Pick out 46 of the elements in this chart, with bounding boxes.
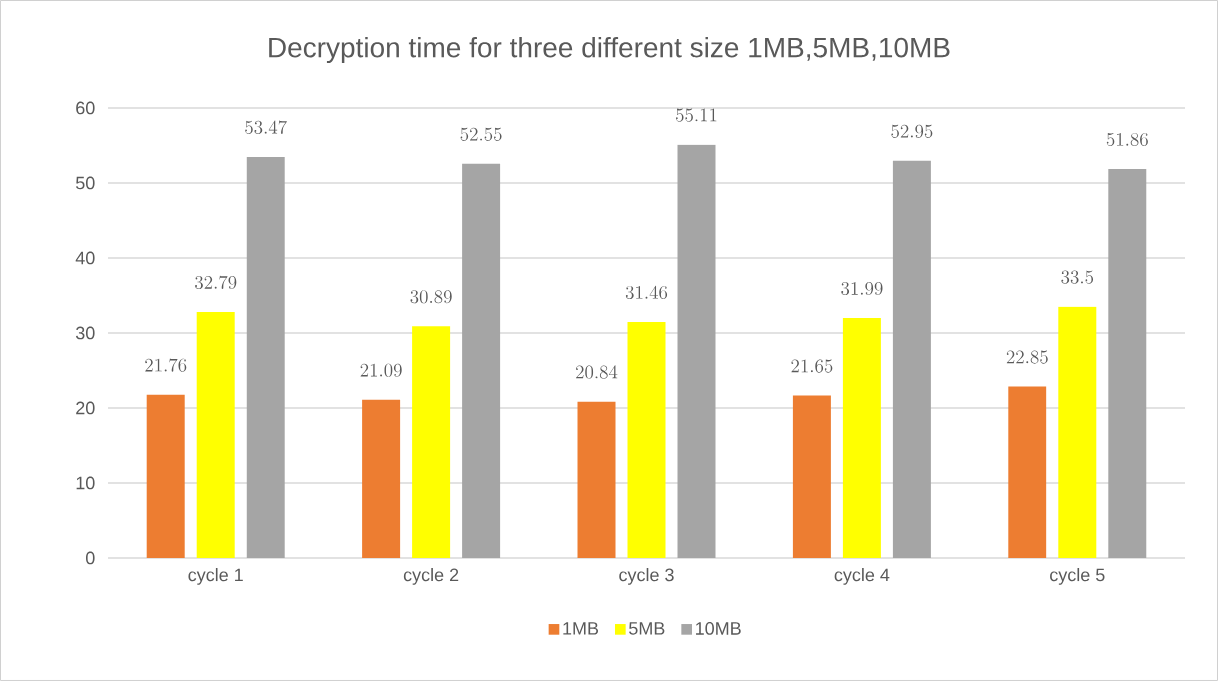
bar — [462, 163, 501, 558]
data-label: 31 .99 — [841, 281, 883, 296]
legend-label: 5MB — [629, 622, 665, 635]
y-tick-label: 60 — [76, 101, 95, 115]
data-label: 21 .76 — [145, 358, 187, 372]
data-label: 32.79 — [195, 275, 237, 290]
data-label: 21 .09 — [360, 363, 402, 377]
data-label: 52.55 — [460, 127, 502, 141]
bar — [627, 322, 666, 558]
bar — [146, 394, 185, 558]
data-label: 33.5 — [1061, 270, 1094, 284]
bar — [196, 312, 235, 558]
x-tick-label: cycle 3 — [619, 568, 674, 585]
y-tick-label: 20 — [76, 401, 95, 415]
data-label: 52.95 — [891, 124, 933, 138]
data-label: 20.84 — [576, 365, 618, 379]
bar — [1008, 386, 1047, 558]
bar — [1108, 169, 1147, 558]
data-label: 31 .46 — [625, 285, 668, 300]
bar — [362, 399, 401, 558]
y-tick-label: 10 — [76, 476, 95, 490]
bar — [577, 401, 616, 558]
data-label: 55. 11 — [676, 108, 717, 122]
x-tick-label: cycle 4 — [834, 568, 890, 585]
bar — [892, 160, 931, 558]
y-tick-label: 30 — [75, 326, 95, 340]
chart-title: Decryption time for three different size 1MB,5MB,10MB — [269, 36, 950, 64]
x-tick-label: cycle 2 — [403, 568, 459, 585]
bar — [246, 156, 285, 558]
data-label: 22.85 — [1006, 350, 1048, 364]
bar — [1058, 306, 1097, 558]
legend-label: 1MB — [563, 622, 599, 635]
bar — [677, 144, 716, 558]
y-tick-label: 0 — [86, 551, 95, 565]
x-tick-label: cycle 1 — [188, 568, 243, 585]
legend-label: 10MB — [696, 622, 741, 635]
data-label: 21 .65 — [791, 359, 833, 373]
data-label: 30.89 — [410, 290, 452, 304]
data-label: 53.47 — [245, 120, 287, 134]
bar — [842, 318, 881, 558]
x-tick-label: cycle 5 — [1050, 568, 1105, 585]
data-label: 51 .86 — [1106, 132, 1148, 147]
y-tick-label: 50 — [75, 176, 95, 190]
y-tick-label: 40 — [75, 251, 95, 265]
bar — [792, 395, 831, 558]
bar — [412, 326, 451, 558]
